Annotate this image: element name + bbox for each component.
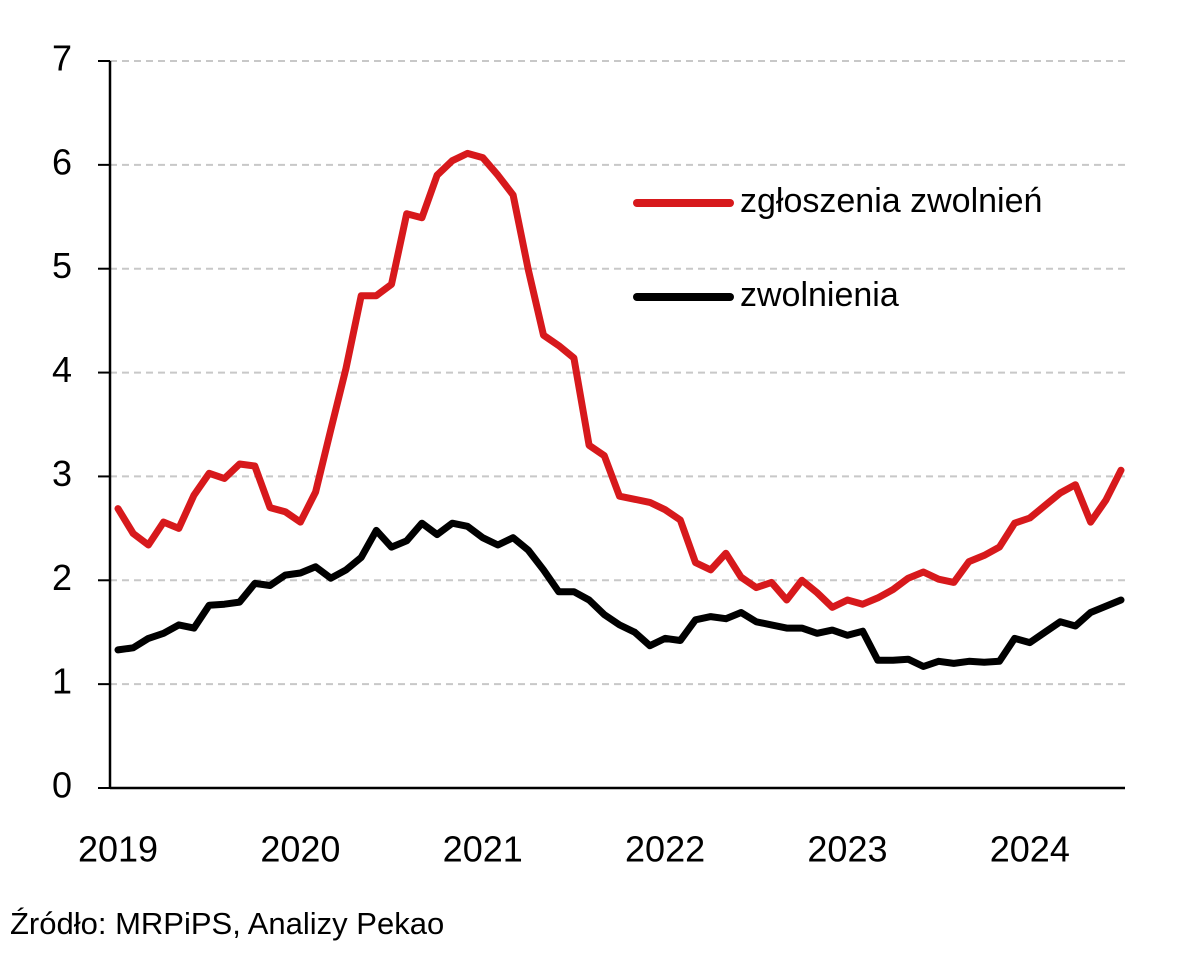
y-tick-label: 7 <box>52 38 72 79</box>
y-tick-label: 6 <box>52 141 72 182</box>
x-tick-label: 2024 <box>990 829 1070 870</box>
y-tick-label: 0 <box>52 765 72 806</box>
x-tick-label: 2021 <box>443 829 523 870</box>
y-tick-label: 4 <box>52 349 72 390</box>
y-tick-label: 5 <box>52 245 72 286</box>
x-tick-label: 2022 <box>625 829 705 870</box>
y-tick-label: 3 <box>52 453 72 494</box>
x-tick-label: 2023 <box>807 829 887 870</box>
y-tick-label: 1 <box>52 661 72 702</box>
series-line <box>114 149 1125 611</box>
x-tick-label: 2020 <box>260 829 340 870</box>
y-tick-label: 2 <box>52 557 72 598</box>
source-note: Źródło: MRPiPS, Analizy Pekao <box>10 906 444 941</box>
legend-label: zwolnienia <box>740 276 899 314</box>
series-line <box>114 519 1125 670</box>
legend-label: zgłoszenia zwolnień <box>740 182 1042 220</box>
x-tick-label: 2019 <box>78 829 158 870</box>
